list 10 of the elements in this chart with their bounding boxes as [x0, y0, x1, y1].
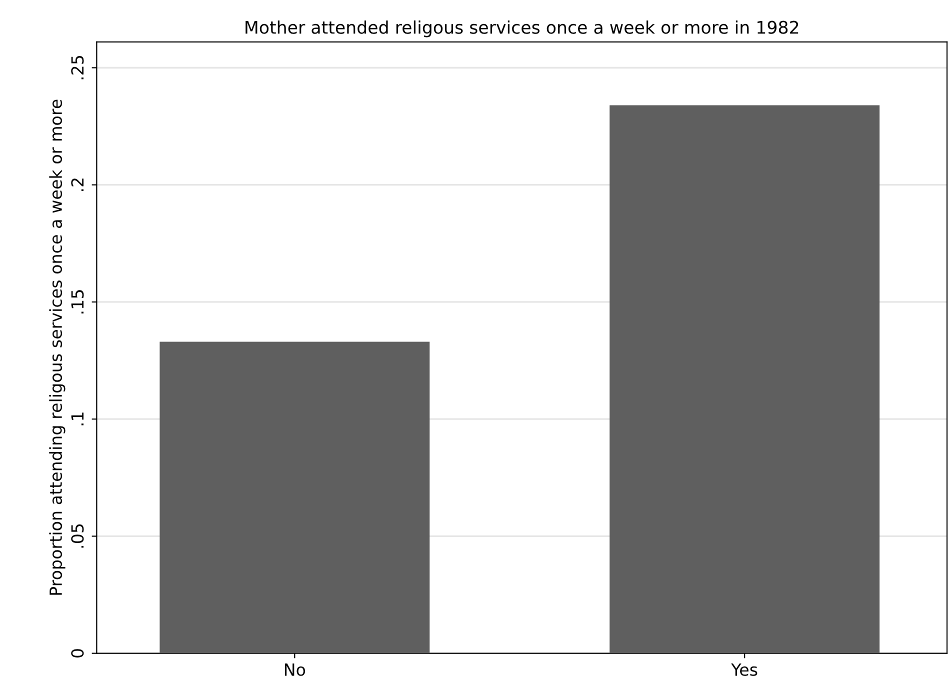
x-tick-label: No: [284, 664, 306, 676]
y-tick-label: .15: [71, 290, 84, 314]
y-tick-label: .25: [71, 56, 84, 80]
y-axis-title: Proportion attending religous services once a week or more: [49, 100, 66, 595]
y-tick-label: .2: [71, 178, 84, 192]
y-tick-label: .1: [71, 412, 84, 426]
x-tick-label: Yes: [731, 664, 758, 676]
y-tick-label: 0: [71, 649, 84, 658]
y-tick-label: .05: [71, 524, 84, 548]
chart-title: Mother attended religous services once a week or more in 1982: [246, 20, 798, 38]
